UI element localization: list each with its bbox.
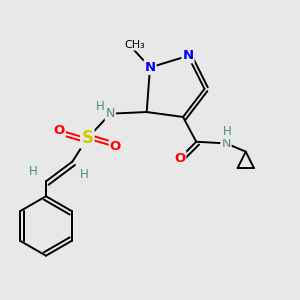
Text: N: N [106,107,115,120]
Text: N: N [182,50,194,62]
Text: H: H [80,168,88,181]
Text: N: N [144,61,156,74]
Text: O: O [54,124,65,137]
Text: H: H [28,165,37,178]
Text: O: O [110,140,121,153]
Text: H: H [96,100,105,113]
Text: H: H [223,125,232,138]
Text: CH₃: CH₃ [125,40,146,50]
Text: N: N [221,137,231,150]
Text: S: S [81,129,93,147]
Text: O: O [174,152,185,165]
